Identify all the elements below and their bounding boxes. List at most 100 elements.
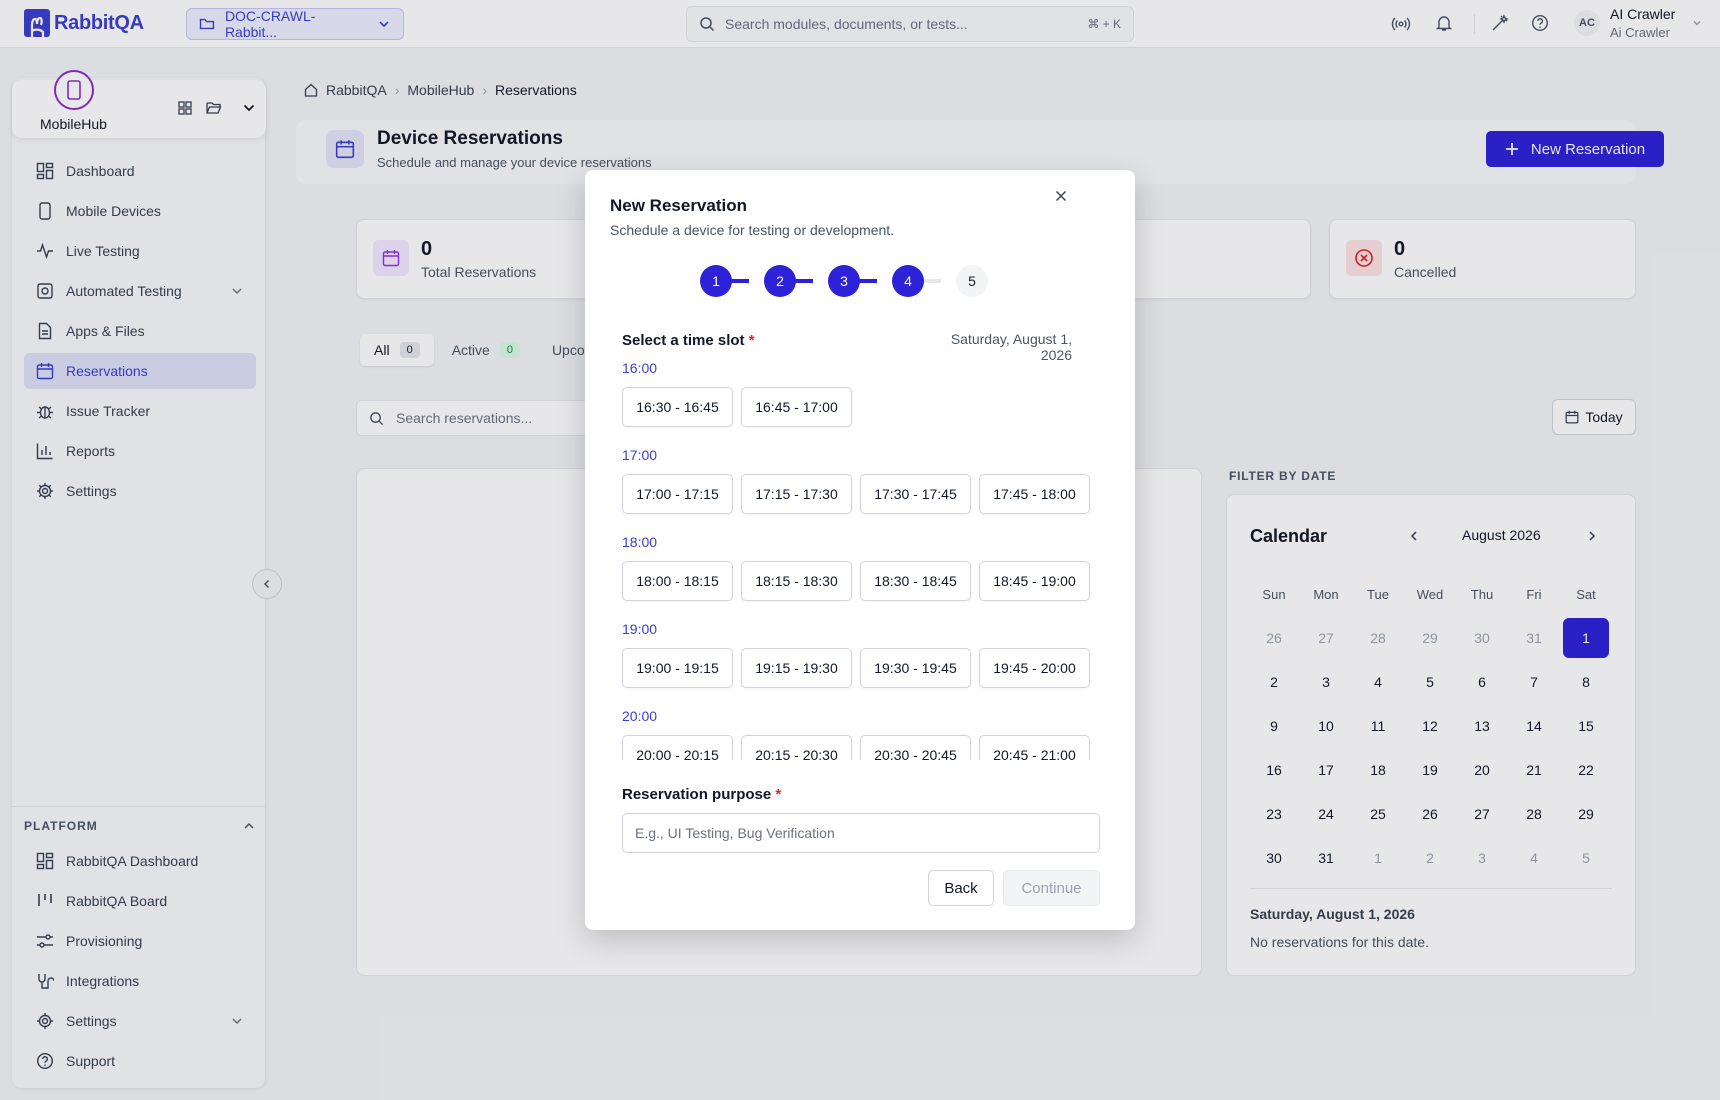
calendar-day[interactable]: 31 <box>1318 850 1334 866</box>
calendar-day[interactable]: 20 <box>1474 762 1490 778</box>
calendar-day[interactable]: 26 <box>1422 806 1438 822</box>
calendar-day[interactable]: 30 <box>1266 850 1282 866</box>
wand-icon[interactable] <box>1491 14 1509 32</box>
time-slot-button[interactable]: 18:15 - 18:30 <box>741 561 852 601</box>
calendar-day[interactable]: 29 <box>1422 630 1438 646</box>
platform-item-board[interactable]: RabbitQA Board <box>24 883 256 919</box>
calendar-day[interactable]: 11 <box>1370 718 1386 734</box>
calendar-day[interactable]: 3 <box>1322 674 1330 690</box>
calendar-day[interactable]: 14 <box>1526 718 1542 734</box>
module-switcher[interactable]: MobileHub <box>12 70 266 138</box>
calendar-day[interactable]: 19 <box>1422 762 1438 778</box>
sidebar-item-settings[interactable]: Settings <box>24 473 256 509</box>
calendar-day[interactable]: 15 <box>1578 718 1594 734</box>
chevron-left-icon[interactable] <box>1407 529 1421 543</box>
calendar-day[interactable]: 31 <box>1526 630 1542 646</box>
breadcrumb-link[interactable]: RabbitQA <box>326 82 387 98</box>
grid-icon[interactable] <box>178 101 192 115</box>
chevron-down-icon[interactable] <box>242 101 256 115</box>
chevron-right-icon[interactable] <box>1585 529 1599 543</box>
calendar-day[interactable]: 27 <box>1474 806 1490 822</box>
calendar-day[interactable]: 30 <box>1474 630 1490 646</box>
time-slot-button[interactable]: 17:15 - 17:30 <box>741 474 852 514</box>
platform-item-integrations[interactable]: Integrations <box>24 963 256 999</box>
time-slot-button[interactable]: 18:00 - 18:15 <box>622 561 733 601</box>
time-slot-button[interactable]: 16:45 - 17:00 <box>741 387 852 427</box>
time-slot-button[interactable]: 17:45 - 18:00 <box>979 474 1090 514</box>
time-slot-button[interactable]: 20:30 - 20:45 <box>860 735 971 760</box>
calendar-day[interactable]: 4 <box>1374 674 1382 690</box>
calendar-day[interactable]: 4 <box>1530 850 1538 866</box>
folder-open-icon[interactable] <box>206 101 222 115</box>
user-menu[interactable]: AC AI Crawler Ai Crawler <box>1574 4 1703 42</box>
back-button[interactable]: Back <box>928 870 994 906</box>
new-reservation-button[interactable]: New Reservation <box>1486 131 1664 167</box>
calendar-day[interactable]: 28 <box>1526 806 1542 822</box>
continue-button[interactable]: Continue <box>1003 870 1100 906</box>
broadcast-icon[interactable] <box>1391 15 1411 33</box>
calendar-day[interactable]: 1 <box>1374 850 1382 866</box>
time-slot-button[interactable]: 17:30 - 17:45 <box>860 474 971 514</box>
global-search[interactable]: Search modules, documents, or tests... ⌘… <box>686 6 1134 42</box>
time-slot-button[interactable]: 16:30 - 16:45 <box>622 387 733 427</box>
time-slot-button[interactable]: 18:30 - 18:45 <box>860 561 971 601</box>
calendar-day[interactable]: 5 <box>1426 674 1434 690</box>
sidebar-item-automated-testing[interactable]: Automated Testing <box>24 273 256 309</box>
calendar-day[interactable]: 7 <box>1530 674 1538 690</box>
calendar-day[interactable]: 1 <box>1563 618 1609 658</box>
reservation-search-input[interactable]: Search reservations... <box>356 400 596 436</box>
platform-item-provisioning[interactable]: Provisioning <box>24 923 256 959</box>
time-slot-button[interactable]: 20:15 - 20:30 <box>741 735 852 760</box>
calendar-day[interactable]: 2 <box>1426 850 1434 866</box>
time-slot-button[interactable]: 19:30 - 19:45 <box>860 648 971 688</box>
calendar-day[interactable]: 18 <box>1370 762 1386 778</box>
calendar-day[interactable]: 27 <box>1318 630 1334 646</box>
platform-item-settings[interactable]: Settings <box>24 1003 256 1039</box>
calendar-day[interactable]: 13 <box>1474 718 1490 734</box>
calendar-day[interactable]: 24 <box>1318 806 1334 822</box>
time-slot-list[interactable]: 16:00 16:30 - 16:45 16:45 - 17:00 17:00 17:0… <box>622 360 1102 760</box>
calendar-day[interactable]: 25 <box>1370 806 1386 822</box>
help-icon[interactable] <box>1531 14 1549 32</box>
sidebar-item-dashboard[interactable]: Dashboard <box>24 153 256 189</box>
calendar-day[interactable]: 9 <box>1270 718 1278 734</box>
purpose-input[interactable] <box>622 813 1100 853</box>
sidebar-item-apps-files[interactable]: Apps & Files <box>24 313 256 349</box>
time-slot-button[interactable]: 18:45 - 19:00 <box>979 561 1090 601</box>
calendar-day[interactable]: 22 <box>1578 762 1594 778</box>
calendar-day[interactable]: 28 <box>1370 630 1386 646</box>
sidebar-item-issue-tracker[interactable]: Issue Tracker <box>24 393 256 429</box>
calendar-day[interactable]: 17 <box>1318 762 1334 778</box>
sidebar-item-mobile-devices[interactable]: Mobile Devices <box>24 193 256 229</box>
time-slot-button[interactable]: 20:00 - 20:15 <box>622 735 733 760</box>
platform-item-dashboard[interactable]: RabbitQA Dashboard <box>24 843 256 879</box>
platform-section-header[interactable]: PLATFORM <box>24 819 256 833</box>
calendar-day[interactable]: 5 <box>1582 850 1590 866</box>
time-slot-button[interactable]: 17:00 - 17:15 <box>622 474 733 514</box>
project-selector[interactable]: DOC-CRAWL-Rabbit... <box>186 8 404 40</box>
calendar-day[interactable]: 26 <box>1266 630 1282 646</box>
collapse-sidebar-button[interactable] <box>252 569 282 599</box>
time-slot-button[interactable]: 19:00 - 19:15 <box>622 648 733 688</box>
calendar-day[interactable]: 2 <box>1270 674 1278 690</box>
calendar-day[interactable]: 3 <box>1478 850 1486 866</box>
bell-icon[interactable] <box>1435 14 1453 32</box>
close-icon[interactable] <box>1051 186 1071 206</box>
calendar-day[interactable]: 6 <box>1478 674 1486 690</box>
platform-item-support[interactable]: Support <box>24 1043 256 1079</box>
calendar-day[interactable]: 12 <box>1422 718 1438 734</box>
time-slot-button[interactable]: 20:45 - 21:00 <box>979 735 1090 760</box>
calendar-day[interactable]: 29 <box>1578 806 1594 822</box>
time-slot-button[interactable]: 19:45 - 20:00 <box>979 648 1090 688</box>
sidebar-item-reservations[interactable]: Reservations <box>24 353 256 389</box>
tab-active[interactable]: Active 0 <box>438 334 534 366</box>
calendar-day[interactable]: 23 <box>1266 806 1282 822</box>
calendar-day[interactable]: 8 <box>1582 674 1590 690</box>
tab-all[interactable]: All 0 <box>360 334 434 366</box>
time-slot-button[interactable]: 19:15 - 19:30 <box>741 648 852 688</box>
calendar-day[interactable]: 16 <box>1266 762 1282 778</box>
breadcrumb-link[interactable]: MobileHub <box>407 82 475 98</box>
calendar-day[interactable]: 10 <box>1318 718 1334 734</box>
today-button[interactable]: Today <box>1552 399 1636 435</box>
sidebar-item-reports[interactable]: Reports <box>24 433 256 469</box>
